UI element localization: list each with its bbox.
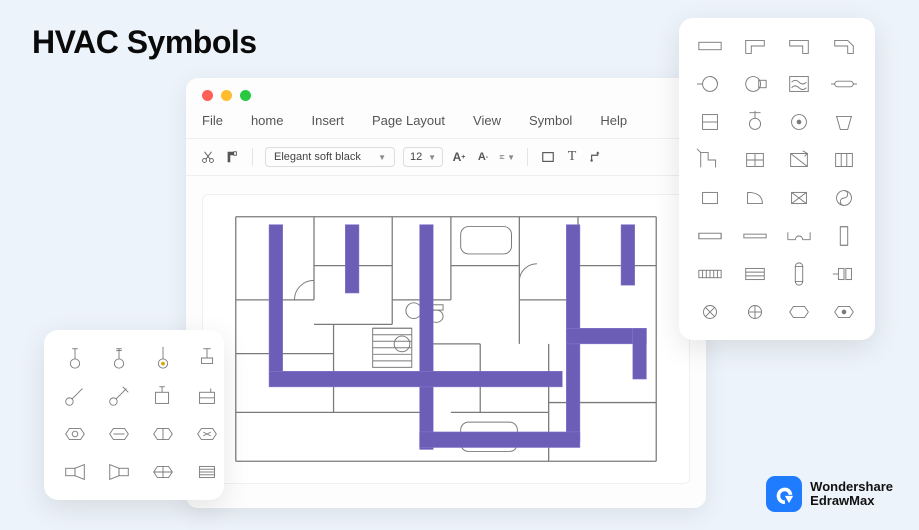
font-family-value: Elegant soft black	[274, 151, 361, 163]
format-painter-icon[interactable]	[224, 149, 240, 165]
symbol-hex-o[interactable]	[58, 420, 92, 448]
menu-help[interactable]: Help	[600, 113, 627, 128]
symbol-cross-hex[interactable]	[146, 458, 180, 486]
symbol-pump[interactable]	[738, 108, 772, 136]
chevron-down-icon: ▼	[378, 153, 386, 162]
chevron-down-icon: ▼	[428, 153, 436, 162]
symbol-probe-2[interactable]	[102, 382, 136, 410]
symbol-panel-3[interactable]	[827, 146, 861, 174]
separator	[527, 148, 528, 166]
symbol-unit[interactable]	[190, 382, 224, 410]
font-size-select[interactable]: 12 ▼	[403, 147, 443, 167]
close-light[interactable]	[202, 90, 213, 101]
page-title: HVAC Symbols	[32, 24, 257, 61]
symbol-hex-dot[interactable]	[827, 298, 861, 326]
symbol-cabinet[interactable]	[693, 108, 727, 136]
symbol-vent-corner[interactable]	[693, 146, 727, 174]
brand-text: Wondershare EdrawMax	[810, 480, 893, 507]
brand-logo-icon	[766, 476, 802, 512]
symbol-x-box[interactable]	[782, 184, 816, 212]
decrease-font-icon[interactable]: A-	[475, 149, 491, 165]
cut-icon[interactable]	[200, 149, 216, 165]
symbol-thermo-2[interactable]	[102, 344, 136, 372]
symbol-pipe[interactable]	[693, 222, 727, 250]
symbol-thermo-3[interactable]	[146, 344, 180, 372]
symbol-valve-circle[interactable]	[693, 298, 727, 326]
symbol-yin[interactable]	[827, 184, 861, 212]
symbol-elbow-tr[interactable]	[782, 32, 816, 60]
symbol-damper[interactable]	[782, 146, 816, 174]
symbol-dot-circle[interactable]	[782, 108, 816, 136]
symbol-hex-a[interactable]	[102, 420, 136, 448]
symbol-elbow-open[interactable]	[827, 32, 861, 60]
symbol-wave-box[interactable]	[782, 70, 816, 98]
symbol-box[interactable]	[693, 184, 727, 212]
symbol-louver-s[interactable]	[190, 458, 224, 486]
symbol-cross-circle[interactable]	[738, 298, 772, 326]
symbol-trapezoid[interactable]	[827, 108, 861, 136]
symbol-panel-right	[679, 18, 875, 340]
toolbar: Elegant soft black ▼ 12 ▼ A+ A- ▼ T	[186, 139, 706, 176]
symbol-hex-c[interactable]	[190, 420, 224, 448]
text-tool-icon[interactable]: T	[564, 149, 580, 165]
font-size-value: 12	[410, 151, 422, 163]
symbol-bar[interactable]	[738, 222, 772, 250]
menu-page-layout[interactable]: Page Layout	[372, 113, 445, 128]
brand-line2: EdrawMax	[810, 494, 893, 508]
symbol-hex-b[interactable]	[146, 420, 180, 448]
symbol-coil[interactable]	[827, 260, 861, 288]
separator	[252, 148, 253, 166]
connector-icon[interactable]	[588, 149, 604, 165]
symbol-comp-l[interactable]	[58, 458, 92, 486]
symbol-blower[interactable]	[738, 70, 772, 98]
symbol-hex[interactable]	[782, 298, 816, 326]
symbol-capsule[interactable]	[782, 260, 816, 288]
drawing-canvas[interactable]	[202, 194, 690, 484]
symbol-grille-wide[interactable]	[693, 260, 727, 288]
symbol-thermo-cap[interactable]	[190, 344, 224, 372]
menu-insert[interactable]: Insert	[311, 113, 344, 128]
symbol-rect-wide[interactable]	[693, 32, 727, 60]
symbol-panel-left	[44, 330, 224, 500]
brand-line1: Wondershare	[810, 480, 893, 494]
symbol-louver[interactable]	[738, 260, 772, 288]
menu-bar: File home Insert Page Layout View Symbol…	[186, 107, 706, 139]
canvas-area	[186, 176, 706, 502]
increase-font-icon[interactable]: A+	[451, 149, 467, 165]
symbol-comp-r[interactable]	[102, 458, 136, 486]
align-icon[interactable]: ▼	[499, 149, 515, 165]
font-family-select[interactable]: Elegant soft black ▼	[265, 147, 395, 167]
symbol-probe[interactable]	[58, 382, 92, 410]
menu-view[interactable]: View	[473, 113, 501, 128]
symbol-grid4[interactable]	[738, 146, 772, 174]
brand-badge: Wondershare EdrawMax	[766, 476, 893, 512]
symbol-bridge[interactable]	[782, 222, 816, 250]
symbol-thermo-1[interactable]	[58, 344, 92, 372]
symbol-cylinder[interactable]	[827, 70, 861, 98]
menu-symbol[interactable]: Symbol	[529, 113, 572, 128]
shape-rect-icon[interactable]	[540, 149, 556, 165]
window-controls	[186, 78, 706, 107]
minimize-light[interactable]	[221, 90, 232, 101]
menu-home[interactable]: home	[251, 113, 284, 128]
symbol-box-tag[interactable]	[146, 382, 180, 410]
maximize-light[interactable]	[240, 90, 251, 101]
chevron-down-icon: ▼	[507, 153, 515, 162]
floorplan-diagram	[226, 207, 666, 471]
symbol-quarter[interactable]	[738, 184, 772, 212]
symbol-column[interactable]	[827, 222, 861, 250]
symbol-fan-circle[interactable]	[693, 70, 727, 98]
app-window: File home Insert Page Layout View Symbol…	[186, 78, 706, 508]
symbol-elbow-tl[interactable]	[738, 32, 772, 60]
menu-file[interactable]: File	[202, 113, 223, 128]
